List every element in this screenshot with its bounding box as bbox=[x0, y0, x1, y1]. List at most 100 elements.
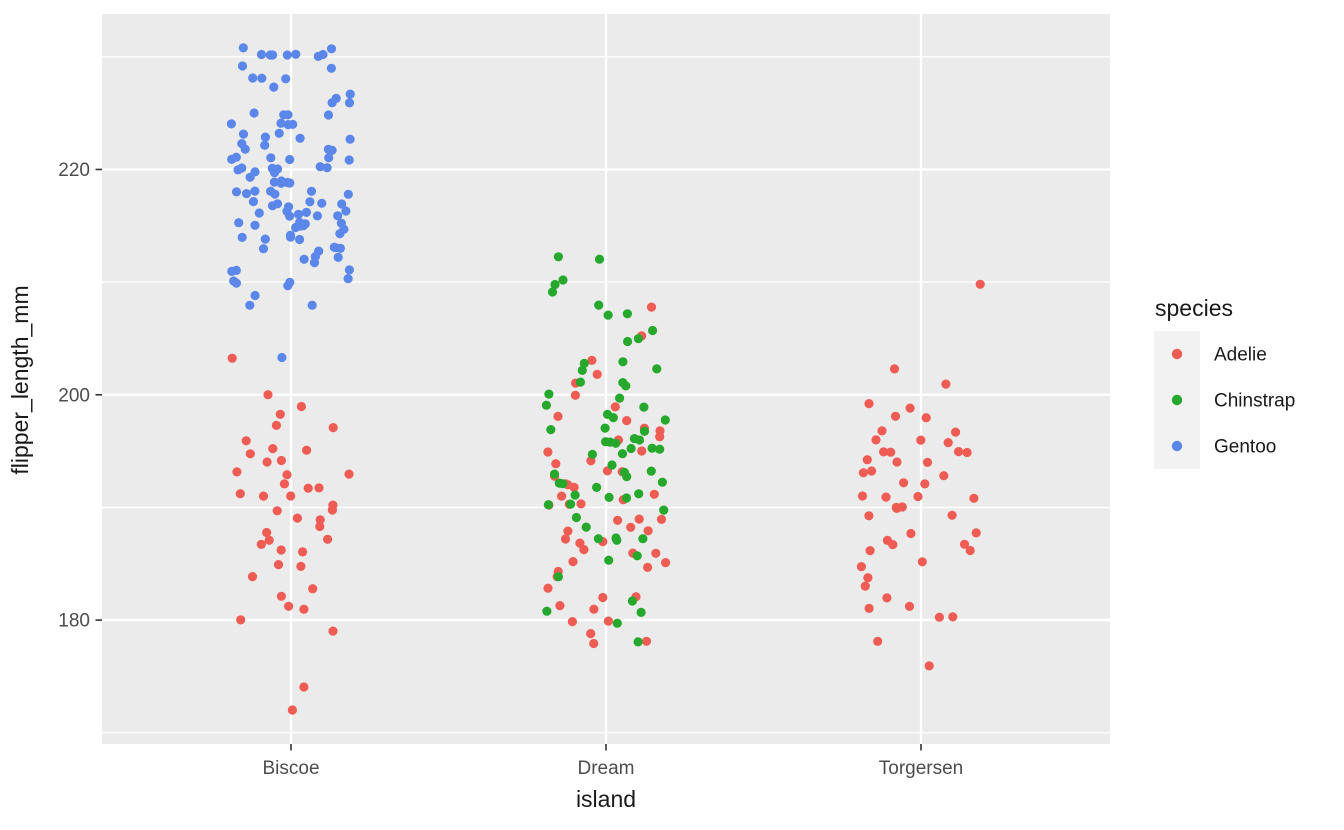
data-point bbox=[293, 209, 304, 219]
data-point bbox=[621, 493, 632, 503]
data-point bbox=[921, 413, 931, 423]
data-point bbox=[292, 513, 302, 523]
data-point bbox=[273, 560, 284, 570]
data-point bbox=[260, 140, 270, 150]
data-point bbox=[646, 302, 657, 312]
data-point bbox=[858, 468, 869, 478]
data-point bbox=[560, 534, 571, 544]
data-point bbox=[250, 186, 260, 196]
y-axis-title: flipper_length_mm bbox=[7, 285, 33, 474]
data-point bbox=[613, 515, 623, 525]
data-point bbox=[257, 73, 267, 83]
data-point bbox=[863, 573, 873, 583]
data-point bbox=[296, 561, 306, 572]
data-point bbox=[302, 445, 312, 455]
data-point bbox=[943, 438, 953, 448]
data-point bbox=[299, 682, 309, 692]
data-point bbox=[309, 258, 320, 268]
data-point bbox=[282, 470, 292, 480]
data-point bbox=[612, 535, 622, 545]
data-point bbox=[324, 153, 334, 163]
data-point bbox=[264, 535, 274, 545]
data-point bbox=[237, 139, 247, 149]
data-point bbox=[965, 545, 975, 556]
data-point bbox=[954, 447, 964, 457]
data-point bbox=[232, 467, 242, 477]
data-point bbox=[542, 606, 552, 616]
data-point bbox=[549, 469, 560, 479]
data-point bbox=[579, 358, 589, 368]
data-point bbox=[888, 540, 898, 550]
data-point bbox=[298, 547, 308, 557]
data-point bbox=[550, 279, 560, 290]
data-point bbox=[643, 526, 653, 536]
data-point bbox=[649, 489, 659, 499]
data-point bbox=[639, 426, 650, 436]
data-point bbox=[238, 129, 249, 139]
data-point bbox=[634, 514, 644, 524]
data-point bbox=[543, 447, 553, 457]
legend-item-label: Adelie bbox=[1214, 345, 1267, 366]
data-point bbox=[604, 492, 614, 502]
data-point bbox=[343, 189, 353, 199]
data-point bbox=[589, 638, 599, 649]
data-point bbox=[260, 234, 270, 244]
data-point bbox=[317, 198, 327, 208]
x-tick-label: Biscoe bbox=[262, 758, 319, 779]
series-adelie-torgersen bbox=[856, 279, 985, 671]
data-point bbox=[557, 491, 567, 501]
data-point bbox=[284, 601, 294, 611]
data-point bbox=[576, 499, 586, 509]
data-point bbox=[250, 290, 260, 301]
data-point bbox=[567, 617, 578, 627]
data-point bbox=[553, 252, 564, 262]
data-point bbox=[603, 616, 614, 626]
data-point bbox=[267, 201, 278, 211]
data-point bbox=[284, 202, 294, 212]
data-point bbox=[312, 211, 322, 221]
data-point bbox=[661, 558, 671, 568]
y-tick-label: 200 bbox=[58, 385, 90, 406]
data-point bbox=[248, 73, 258, 83]
data-point bbox=[917, 557, 927, 567]
data-point bbox=[612, 618, 622, 628]
data-point bbox=[864, 399, 874, 409]
data-point bbox=[904, 601, 915, 612]
data-point bbox=[617, 449, 628, 459]
legend-key-point bbox=[1171, 440, 1183, 452]
data-point bbox=[298, 221, 308, 231]
data-point bbox=[865, 546, 875, 556]
series-chinstrap-dream bbox=[541, 252, 670, 647]
data-point bbox=[610, 402, 620, 412]
data-point bbox=[315, 162, 325, 172]
data-point bbox=[651, 548, 661, 558]
data-point bbox=[563, 526, 573, 536]
data-point bbox=[234, 218, 244, 228]
axes-layer: 180 200 220 Biscoe Dream Torgersen bbox=[58, 160, 963, 779]
data-point bbox=[589, 604, 599, 614]
data-point bbox=[315, 521, 325, 532]
data-point bbox=[254, 208, 264, 218]
data-point bbox=[279, 110, 289, 120]
data-point bbox=[263, 390, 273, 400]
legend-title: species bbox=[1155, 295, 1233, 321]
series-gentoo-biscoe bbox=[226, 43, 355, 363]
data-point bbox=[639, 402, 649, 412]
legend-item-label: Gentoo bbox=[1214, 437, 1276, 458]
data-point bbox=[913, 491, 923, 502]
data-point bbox=[941, 379, 951, 389]
data-point bbox=[541, 400, 552, 410]
data-point bbox=[603, 310, 613, 320]
x-tick-label: Torgersen bbox=[879, 758, 964, 779]
data-point bbox=[273, 164, 283, 174]
data-point bbox=[227, 266, 237, 276]
data-point bbox=[581, 522, 591, 532]
data-point bbox=[238, 43, 248, 53]
data-point bbox=[345, 89, 355, 99]
data-point bbox=[274, 128, 284, 138]
data-point bbox=[969, 493, 979, 503]
data-point bbox=[279, 479, 289, 489]
data-point bbox=[652, 364, 662, 374]
data-point bbox=[892, 457, 902, 467]
